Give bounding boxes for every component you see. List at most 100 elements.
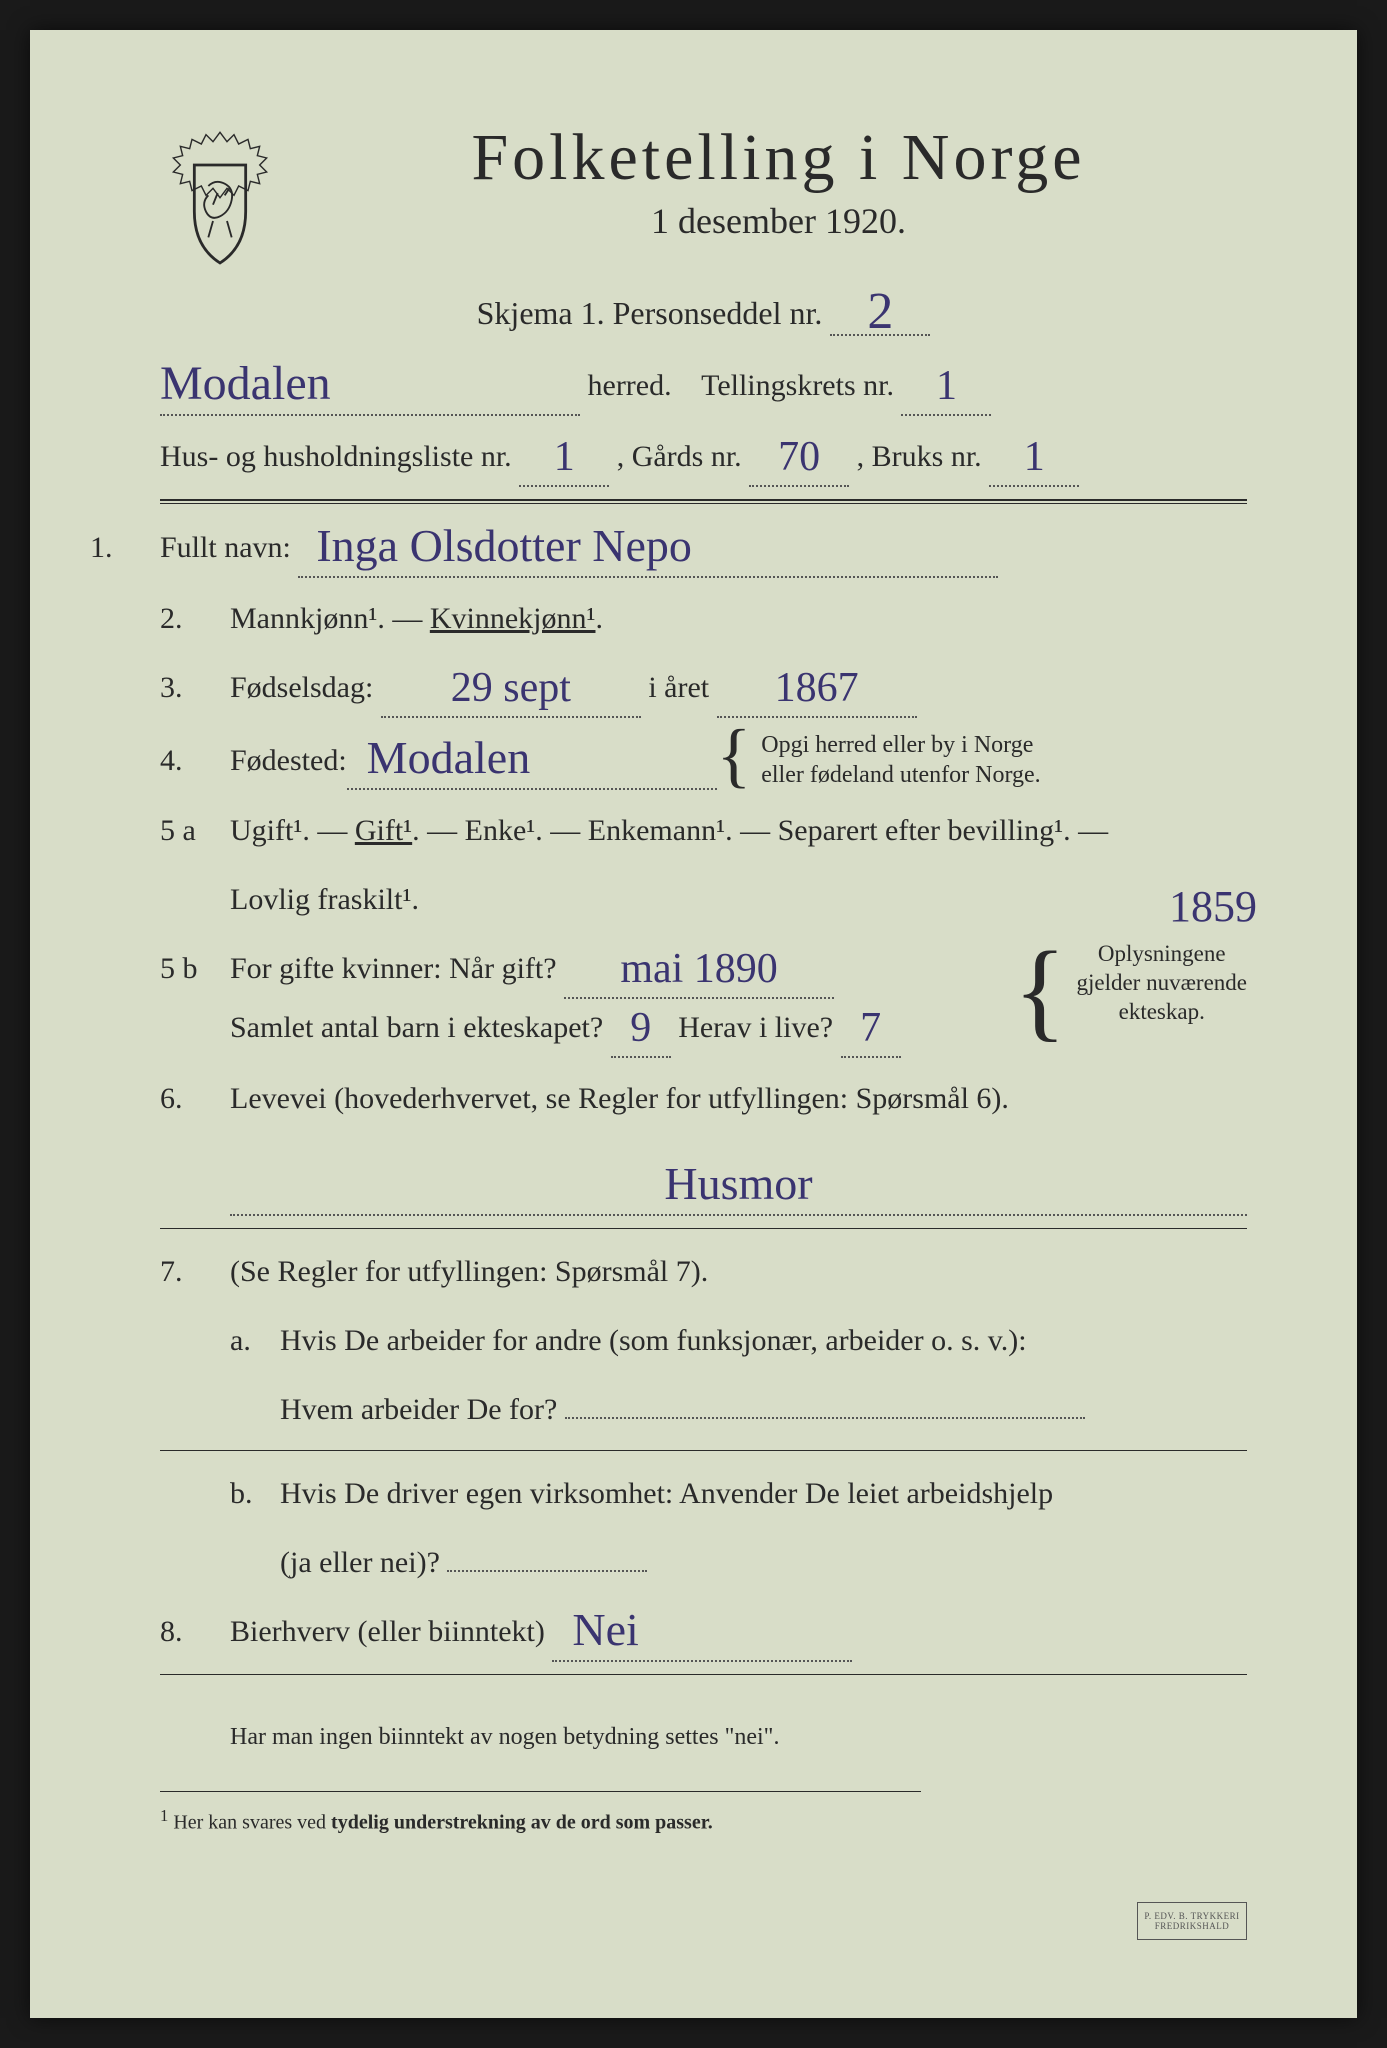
q3-line: 3. Fødselsdag: 29 sept i året 1867 [160, 659, 1247, 718]
q5b-note1: Oplysningene [1098, 941, 1226, 966]
gard-label: , Gårds nr. [617, 440, 742, 473]
q7-label: (Se Regler for utfyllingen: Spørsmål 7). [230, 1255, 708, 1288]
brace-icon: { [717, 727, 752, 785]
skjema-line: Skjema 1. Personseddel nr. 2 [160, 282, 1247, 336]
q4-note: Opgi herred eller by i Norge eller fødel… [761, 730, 1040, 790]
skjema-label: Skjema 1. Personseddel nr. [477, 295, 823, 331]
divider [160, 1450, 1247, 1451]
q6-value-line: Husmor [160, 1157, 1247, 1216]
q1-line: 1. Fullt navn: Inga Olsdotter Nepo [90, 519, 1247, 578]
q5a-line2: Lovlig fraskilt¹. 1859 [160, 871, 1247, 928]
divider [160, 1228, 1247, 1229]
husliste-value: 1 [554, 436, 575, 478]
census-form-page: Folketelling i Norge 1 desember 1920. Sk… [30, 30, 1357, 2018]
q7-num: 7. [160, 1243, 202, 1300]
q8-line: 8. Bierhverv (eller biinntekt) Nei [160, 1603, 1247, 1662]
q5b-label2: Samlet antal barn i ekteskapet? [230, 1011, 603, 1044]
husliste-label: Hus- og husholdningsliste nr. [160, 440, 512, 473]
q5a-line: 5 a Ugift¹. — Gift¹. — Enke¹. — Enkemann… [160, 802, 1247, 859]
q7a-line1: a. Hvis De arbeider for andre (som funks… [160, 1312, 1247, 1369]
q2-kvinnekjonn-underlined: Kvinnekjønn¹ [430, 602, 596, 635]
q7b-text2: (ja eller nei)? [280, 1546, 440, 1579]
q5b-val1: mai 1890 [620, 948, 777, 990]
stamp-line2: FREDRIKSHALD [1155, 1921, 1230, 1931]
q8-num: 8. [160, 1603, 202, 1660]
q1-num: 1. [90, 519, 132, 576]
bottom-note-text: Har man ingen biinntekt av nogen betydni… [230, 1724, 725, 1750]
q2-line: 2. Mannkjønn¹. — Kvinnekjønn¹. [160, 590, 1247, 647]
q3-mid: i året [648, 671, 716, 704]
q8-value: Nei [572, 1607, 638, 1653]
q3-label: Fødselsdag: [230, 671, 373, 704]
q7a-line2: Hvem arbeider De for? [160, 1381, 1247, 1438]
herred-label: herred. [588, 369, 672, 402]
bruk-label: , Bruks nr. [857, 440, 982, 473]
main-title: Folketelling i Norge [310, 120, 1247, 196]
q7a-text2: Hvem arbeider De for? [280, 1393, 557, 1426]
q2-num: 2. [160, 590, 202, 647]
q5b-label1: For gifte kvinner: Når gift? [230, 952, 557, 985]
q4-line: 4. Fødested: Modalen { Opgi herred eller… [160, 730, 1247, 790]
personseddel-nr-value: 2 [867, 286, 893, 338]
q5b-val3: 7 [860, 1007, 881, 1049]
q7b-line1: b. Hvis De driver egen virksomhet: Anven… [160, 1465, 1247, 1522]
q4-note1: Opgi herred eller by i Norge [761, 732, 1033, 758]
q7a-num: a. [230, 1312, 251, 1369]
title-block: Folketelling i Norge 1 desember 1920. [310, 120, 1247, 272]
footnote-b: tydelig understrekning av de ord som pas… [331, 1811, 713, 1833]
divider [160, 1674, 1247, 1675]
footnote: 1 Her kan svares ved tydelig understrekn… [160, 1791, 921, 1842]
q6-num: 6. [160, 1070, 202, 1127]
q6-line: 6. Levevei (hovederhvervet, se Regler fo… [160, 1070, 1247, 1127]
q8-label: Bierhverv (eller biinntekt) [230, 1615, 545, 1648]
q5b-note3: ekteskap. [1119, 999, 1205, 1024]
form-body: Modalen herred. Tellingskrets nr. 1 Hus-… [160, 356, 1247, 1841]
husliste-line: Hus- og husholdningsliste nr. 1 , Gårds … [160, 428, 1247, 487]
tellingskrets-label: Tellingskrets nr. [701, 369, 894, 402]
q7b-text1: Hvis De driver egen virksomhet: Anvender… [280, 1477, 1053, 1510]
herred-value: Modalen [160, 360, 331, 408]
q1-value: Inga Olsdotter Nepo [316, 523, 692, 569]
tellingskrets-value: 1 [936, 365, 957, 407]
q7a-text1: Hvis De arbeider for andre (som funksjon… [280, 1324, 1027, 1357]
q5b-label3: Herav i live? [678, 1011, 833, 1044]
q7b-line2: (ja eller nei)? [160, 1534, 1247, 1591]
q5a-post: . — Enke¹. — Enkemann¹. — Separert efter… [412, 814, 1108, 847]
brace-icon: { [1014, 946, 1067, 1034]
q5b-num: 5 b [160, 940, 215, 997]
q5b-note2: gjelder nuværende [1076, 970, 1247, 995]
bottom-period: . [773, 1724, 779, 1750]
q5b-val2: 9 [630, 1007, 651, 1049]
q4-note2: eller fødeland utenfor Norge. [761, 762, 1040, 788]
q5a-gift-underlined: Gift¹ [355, 814, 412, 847]
q3-year-value: 1867 [775, 667, 859, 709]
header: Folketelling i Norge 1 desember 1920. [160, 120, 1247, 272]
q4-label: Fødested: [230, 732, 347, 789]
q5a-line2-text: Lovlig fraskilt¹. [230, 883, 419, 916]
q2-label-a: Mannkjønn¹. — [230, 602, 430, 635]
subtitle: 1 desember 1920. [310, 200, 1247, 242]
q5a-pre: Ugift¹. — [230, 814, 355, 847]
stamp-line1: P. EDV. B. TRYKKERI [1144, 1911, 1239, 1921]
q6-value: Husmor [664, 1161, 812, 1207]
q6-label: Levevei (hovederhvervet, se Regler for u… [230, 1082, 1009, 1115]
coat-of-arms-icon [160, 130, 280, 270]
bottom-quoted: "nei" [725, 1724, 774, 1750]
q5a-margin-value: 1859 [1169, 865, 1257, 949]
herred-line: Modalen herred. Tellingskrets nr. 1 [160, 356, 1247, 416]
q5b-line1: 5 b For gifte kvinner: Når gift? mai 189… [160, 940, 1247, 1058]
printer-stamp: P. EDV. B. TRYKKERI FREDRIKSHALD [1137, 1902, 1247, 1940]
q4-value: Modalen [367, 735, 531, 781]
q3-day-value: 29 sept [451, 667, 571, 709]
q3-num: 3. [160, 659, 202, 716]
bruk-value: 1 [1024, 436, 1045, 478]
footnote-a: Her kan svares ved [168, 1811, 331, 1833]
q5b-note: Oplysningene gjelder nuværende ekteskap. [1076, 940, 1247, 1026]
q5a-num: 5 a [160, 802, 215, 859]
q2-label-c: . [595, 602, 603, 635]
q7b-num: b. [230, 1465, 253, 1522]
q4-num: 4. [160, 732, 202, 789]
q1-label: Fullt navn: [160, 531, 291, 564]
divider [160, 499, 1247, 501]
bottom-note: Har man ingen biinntekt av nogen betydni… [160, 1715, 1247, 1761]
